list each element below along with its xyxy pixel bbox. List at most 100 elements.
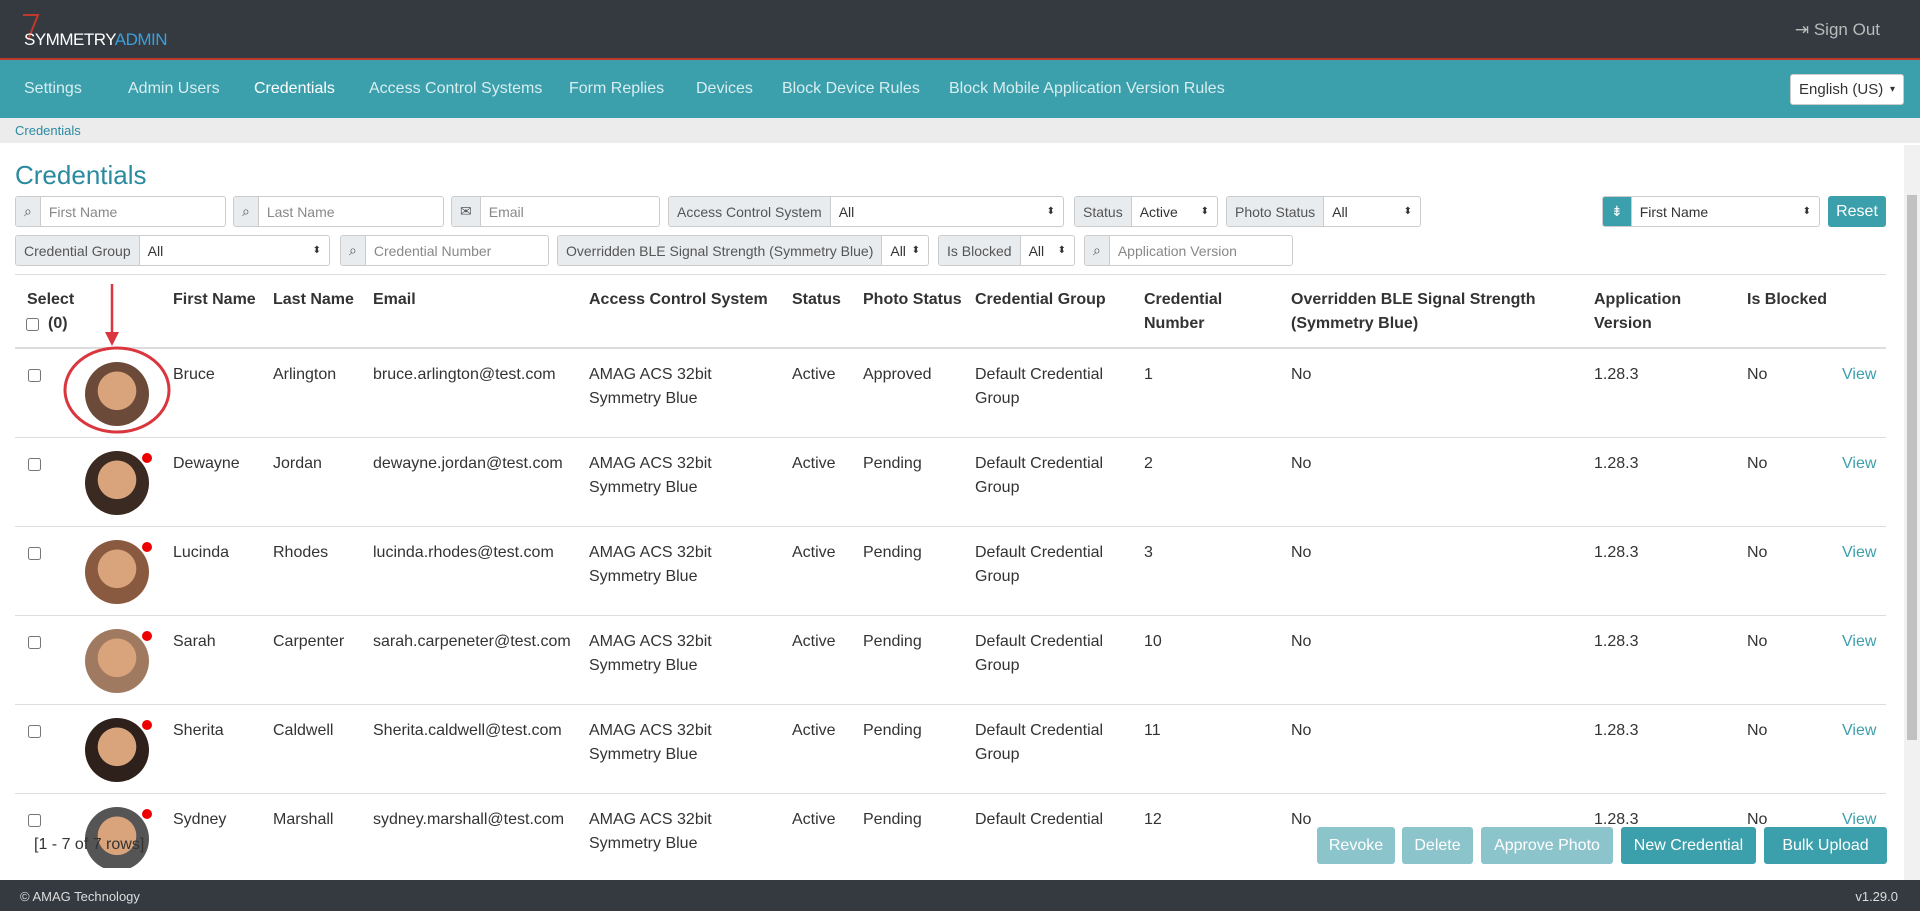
- caret: ⬍: [1057, 245, 1066, 256]
- view-link[interactable]: View: [1842, 455, 1877, 472]
- table-cell: No: [1747, 544, 1768, 561]
- table-cell: 1: [1144, 366, 1153, 383]
- row-rule: [15, 704, 1886, 705]
- select-count: (0): [48, 315, 68, 332]
- table-cell: Rhodes: [273, 544, 329, 561]
- table-cell: 1.28.3: [1594, 544, 1639, 561]
- avatar: [85, 362, 149, 426]
- group-filter[interactable]: Credential Group All ⬍: [15, 235, 330, 266]
- table-cell: Pending: [863, 811, 922, 828]
- version: v1.29.0: [1855, 889, 1898, 904]
- action-button[interactable]: New Credential: [1621, 827, 1756, 864]
- brand: SYMMETRYADMIN: [24, 30, 168, 50]
- row-checkbox[interactable]: [28, 458, 41, 471]
- label: Is Blocked: [939, 236, 1021, 265]
- breadcrumb[interactable]: Credentials: [15, 123, 81, 138]
- pending-dot: [142, 542, 152, 552]
- table-cell: Lucinda: [173, 544, 230, 561]
- table-cell: AMAG ACS 32bit Symmetry Blue: [589, 633, 712, 674]
- last-name-filter[interactable]: ⌕ Last Name: [233, 196, 444, 227]
- action-button[interactable]: Approve Photo: [1481, 827, 1613, 864]
- row-checkbox[interactable]: [28, 814, 41, 827]
- table-cell: AMAG ACS 32bit Symmetry Blue: [589, 366, 712, 407]
- table-cell: Pending: [863, 633, 922, 650]
- placeholder: Last Name: [266, 203, 335, 220]
- first-name-filter[interactable]: ⌕ First Name: [15, 196, 226, 227]
- view-link[interactable]: View: [1842, 722, 1877, 739]
- status-filter[interactable]: Status Active ⬍: [1074, 196, 1218, 227]
- table-cell: Pending: [863, 455, 922, 472]
- search-icon: ⌕: [16, 197, 41, 226]
- brand-accent: ADMIN: [114, 30, 168, 49]
- scrollbar[interactable]: [1904, 145, 1920, 880]
- nav-item[interactable]: Access Control Systems: [369, 80, 543, 97]
- table-cell: Pending: [863, 722, 922, 739]
- label: Overridden BLE Signal Strength (Symmetry…: [558, 236, 883, 265]
- sign-out-label[interactable]: Sign Out: [1813, 20, 1880, 39]
- table-cell: sydney.marshall@test.com: [373, 811, 565, 828]
- view-link[interactable]: View: [1842, 811, 1877, 828]
- column-header: Overridden BLE Signal Strength (Symmetry…: [1291, 291, 1536, 332]
- language-select[interactable]: English (US) ▾: [1790, 74, 1904, 105]
- language: English (US): [1799, 81, 1884, 98]
- select-all[interactable]: [26, 318, 39, 331]
- nav-item[interactable]: Block Device Rules: [782, 80, 920, 97]
- view-link[interactable]: View: [1842, 366, 1877, 383]
- row-checkbox[interactable]: [28, 547, 41, 560]
- row-checkbox[interactable]: [28, 369, 41, 382]
- pending-dot: [142, 453, 152, 463]
- nav-item[interactable]: Devices: [696, 80, 753, 97]
- photo-status-filter[interactable]: Photo Status All ⬍: [1226, 196, 1421, 227]
- nav-item[interactable]: Admin Users: [128, 80, 220, 97]
- row-checkbox[interactable]: [28, 725, 41, 738]
- table-cell: Approved: [863, 366, 932, 383]
- view-link[interactable]: View: [1842, 633, 1877, 650]
- email-filter[interactable]: ✉ Email: [451, 196, 660, 227]
- app-version-filter[interactable]: ⌕ Application Version: [1084, 235, 1293, 266]
- table-cell: 1.28.3: [1594, 811, 1639, 828]
- breadcrumb-bar: Credentials: [0, 118, 1920, 143]
- nav-item[interactable]: Form Replies: [569, 80, 665, 97]
- table-cell: Sydney: [173, 811, 227, 828]
- action-button[interactable]: Bulk Upload: [1764, 827, 1887, 864]
- table-cell: No: [1291, 455, 1312, 472]
- table-cell: No: [1747, 455, 1768, 472]
- row-checkbox[interactable]: [28, 636, 41, 649]
- reset-button[interactable]: Reset: [1828, 196, 1886, 227]
- view-link[interactable]: View: [1842, 544, 1877, 561]
- column-header: First Name: [173, 291, 256, 308]
- caret: ⬍: [1046, 206, 1055, 217]
- row-rule: [15, 615, 1886, 616]
- search-icon: ⌕: [234, 197, 259, 226]
- nav-item[interactable]: Settings: [24, 80, 82, 97]
- avatar: [85, 451, 149, 515]
- blocked-filter[interactable]: Is Blocked All ⬍: [938, 235, 1075, 266]
- mail-icon: ✉: [452, 197, 481, 226]
- footer: © AMAG Technology v1.29.0: [0, 880, 1920, 911]
- nav-item[interactable]: Block Mobile Application Version Rules: [949, 80, 1225, 97]
- row-rule: [15, 793, 1886, 794]
- table-cell: Sherita: [173, 722, 224, 739]
- scroll-thumb[interactable]: [1907, 195, 1917, 740]
- table-cell: Default Credential Group: [975, 366, 1104, 407]
- column-header: Credential Group: [975, 291, 1106, 308]
- table-cell: Carpenter: [273, 633, 345, 650]
- value: All: [1028, 242, 1045, 259]
- table-cell: 1.28.3: [1594, 366, 1639, 383]
- table-cell: Caldwell: [273, 722, 334, 739]
- table: Select (0) First Name Last Name Email Acces…: [0, 282, 1900, 868]
- nav-item[interactable]: Credentials: [254, 80, 335, 97]
- sign-out[interactable]: ⇥ Sign Out: [1794, 20, 1880, 39]
- sort-select[interactable]: ⇟ First Name ⬍: [1602, 196, 1820, 227]
- column-header: Application Version: [1594, 291, 1682, 332]
- row-rule: [15, 437, 1886, 438]
- action-button[interactable]: Delete: [1402, 827, 1473, 864]
- page-title: Credentials: [15, 160, 147, 190]
- search-icon: ⌕: [341, 236, 366, 265]
- ble-filter[interactable]: Overridden BLE Signal Strength (Symmetry…: [557, 235, 929, 266]
- credential-number-filter[interactable]: ⌕ Credential Number: [340, 235, 549, 266]
- action-button[interactable]: Revoke: [1317, 827, 1395, 864]
- acs-filter[interactable]: Access Control System All ⬍: [668, 196, 1064, 227]
- placeholder: Application Version: [1117, 242, 1237, 259]
- table-cell: Active: [792, 811, 836, 828]
